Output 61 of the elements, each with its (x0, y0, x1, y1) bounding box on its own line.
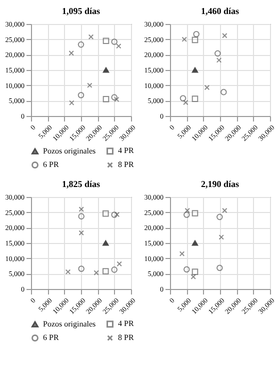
point (220, 88, 227, 96)
point (102, 210, 109, 217)
legend-label: 4 PR (118, 146, 134, 156)
point (87, 82, 92, 88)
point (78, 213, 84, 220)
chart-title: 2,190 días (200, 179, 240, 189)
legend-label: 6 PR (43, 333, 60, 342)
chart-title: 1,825 días (62, 179, 100, 189)
point (192, 240, 198, 246)
legend-label: 4 PR (118, 319, 134, 328)
point (94, 270, 99, 276)
legend-label: 6 PR (43, 160, 60, 169)
point (184, 212, 190, 218)
point (218, 234, 224, 240)
legend-label: Pozos originales (43, 146, 96, 156)
point (116, 261, 122, 266)
point (111, 38, 118, 45)
point (222, 208, 228, 214)
legend-label: 8 PR (118, 160, 134, 169)
point (190, 274, 196, 280)
point (78, 230, 84, 236)
point (204, 84, 210, 90)
point (114, 96, 120, 102)
point (192, 268, 198, 275)
legend-label: Pozos originales (43, 319, 96, 328)
chart-title: 1,095 días (62, 6, 100, 16)
chart-title: 1,460 días (200, 6, 240, 16)
point (182, 36, 187, 42)
point (69, 100, 74, 106)
point (193, 30, 200, 38)
point (216, 214, 223, 220)
point (68, 50, 74, 56)
point (216, 58, 222, 63)
point (222, 33, 228, 38)
point (192, 36, 198, 44)
point (102, 38, 110, 44)
point (114, 212, 120, 218)
point (192, 67, 198, 73)
point (184, 208, 190, 214)
point (102, 67, 110, 73)
point (102, 240, 109, 246)
point (78, 206, 84, 212)
point (184, 266, 190, 273)
point (88, 34, 94, 40)
point (111, 212, 118, 218)
legend-label: 8 PR (118, 333, 134, 342)
point (78, 92, 84, 98)
point (179, 251, 185, 256)
point (78, 41, 84, 48)
point (214, 50, 221, 57)
point (183, 100, 188, 106)
point (65, 269, 71, 274)
point (180, 95, 186, 102)
point (216, 264, 223, 271)
point (111, 94, 118, 100)
point (102, 96, 110, 102)
point (111, 266, 118, 273)
point (102, 268, 109, 274)
point (192, 96, 198, 102)
point (192, 210, 198, 216)
point (78, 266, 84, 272)
